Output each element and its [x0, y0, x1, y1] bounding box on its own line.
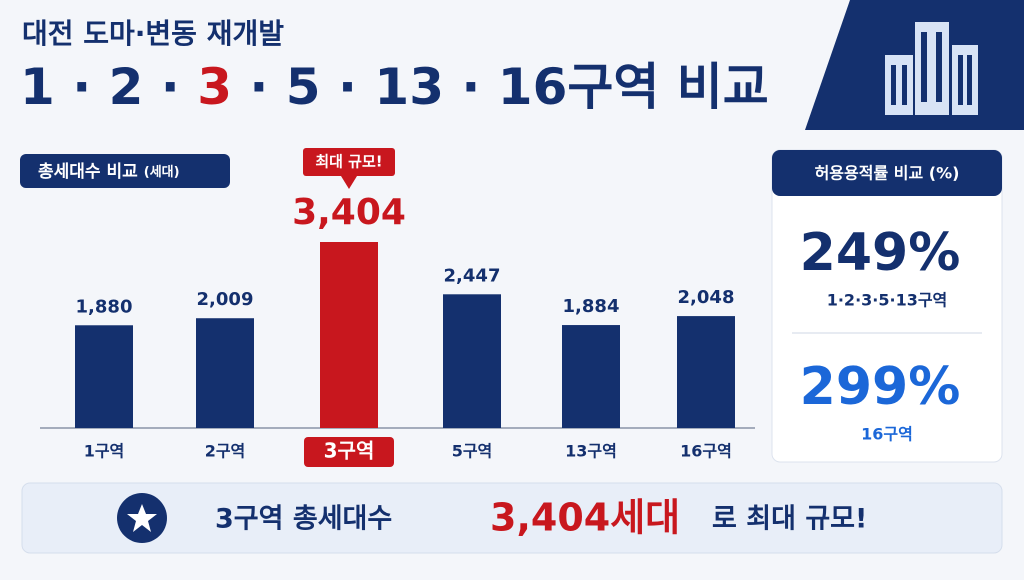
x-tick-label: 2구역: [205, 442, 246, 461]
title: 대전 도마·변동 재개발: [22, 17, 284, 50]
value-label: 1,880: [76, 296, 133, 317]
bar: [677, 316, 735, 428]
value-label: 1,884: [563, 296, 620, 317]
banner-lead: 3구역 총세대수: [215, 504, 392, 535]
header-decoration: [805, 0, 1024, 130]
chart-unit: (세대): [144, 165, 180, 180]
x-tick-label: 1구역: [84, 442, 125, 461]
side-label: 16구역: [861, 425, 913, 444]
x-tick-label: 5구역: [452, 442, 493, 461]
value-label: 2,009: [197, 289, 254, 310]
banner: [21, 482, 1003, 554]
banner-tail: 로 최대 규모!: [712, 504, 867, 535]
side-label: 1·2·3·5·13구역: [827, 291, 948, 310]
chart-title-pill: [20, 154, 230, 188]
subtitle: 1 · 2 · 3 · 5 · 13 · 16구역 비교: [20, 58, 769, 116]
side-panel-header: [772, 150, 1002, 196]
banner-highlight: 3,404세대: [490, 496, 680, 540]
category-highlight: [304, 437, 394, 467]
bar: [443, 294, 501, 428]
bars: 1,880 1구역 2,009 2구역 3,404 최대 규모! 3구역 2,447 5구역 1,…: [75, 148, 735, 467]
bar: [320, 242, 378, 428]
value-label: 2,447: [444, 265, 501, 286]
bar: [562, 325, 620, 428]
star-icon: [127, 504, 157, 532]
building-windows: [891, 32, 972, 105]
value-label: 2,048: [678, 287, 735, 308]
annotation: 최대 규모!: [315, 153, 382, 171]
x-tick-label: 13구역: [565, 442, 617, 461]
building-icon: [885, 22, 978, 115]
bar: [196, 318, 254, 428]
annotation-pointer: [341, 176, 357, 189]
annotation-box: [303, 148, 395, 176]
subtitle-part: · 5 · 13 · 16구역 비교: [232, 58, 769, 116]
x-tick-label: 3구역: [324, 439, 375, 463]
x-tick-label: 16구역: [680, 442, 732, 461]
side-items: 249% 1·2·3·5·13구역 299% 16구역: [800, 223, 961, 444]
side-value: 249%: [800, 223, 961, 283]
side-panel-title: 허용용적률 비교 (%): [815, 164, 960, 183]
bar: [75, 325, 133, 428]
chart-title-text: 총세대수 비교: [38, 162, 138, 182]
chart-title: 총세대수 비교 (세대): [38, 162, 180, 182]
subtitle-highlight: 3: [197, 58, 232, 116]
subtitle-part: 1 · 2 ·: [20, 58, 197, 116]
side-value: 299%: [800, 357, 961, 417]
value-label: 3,404: [292, 192, 406, 233]
